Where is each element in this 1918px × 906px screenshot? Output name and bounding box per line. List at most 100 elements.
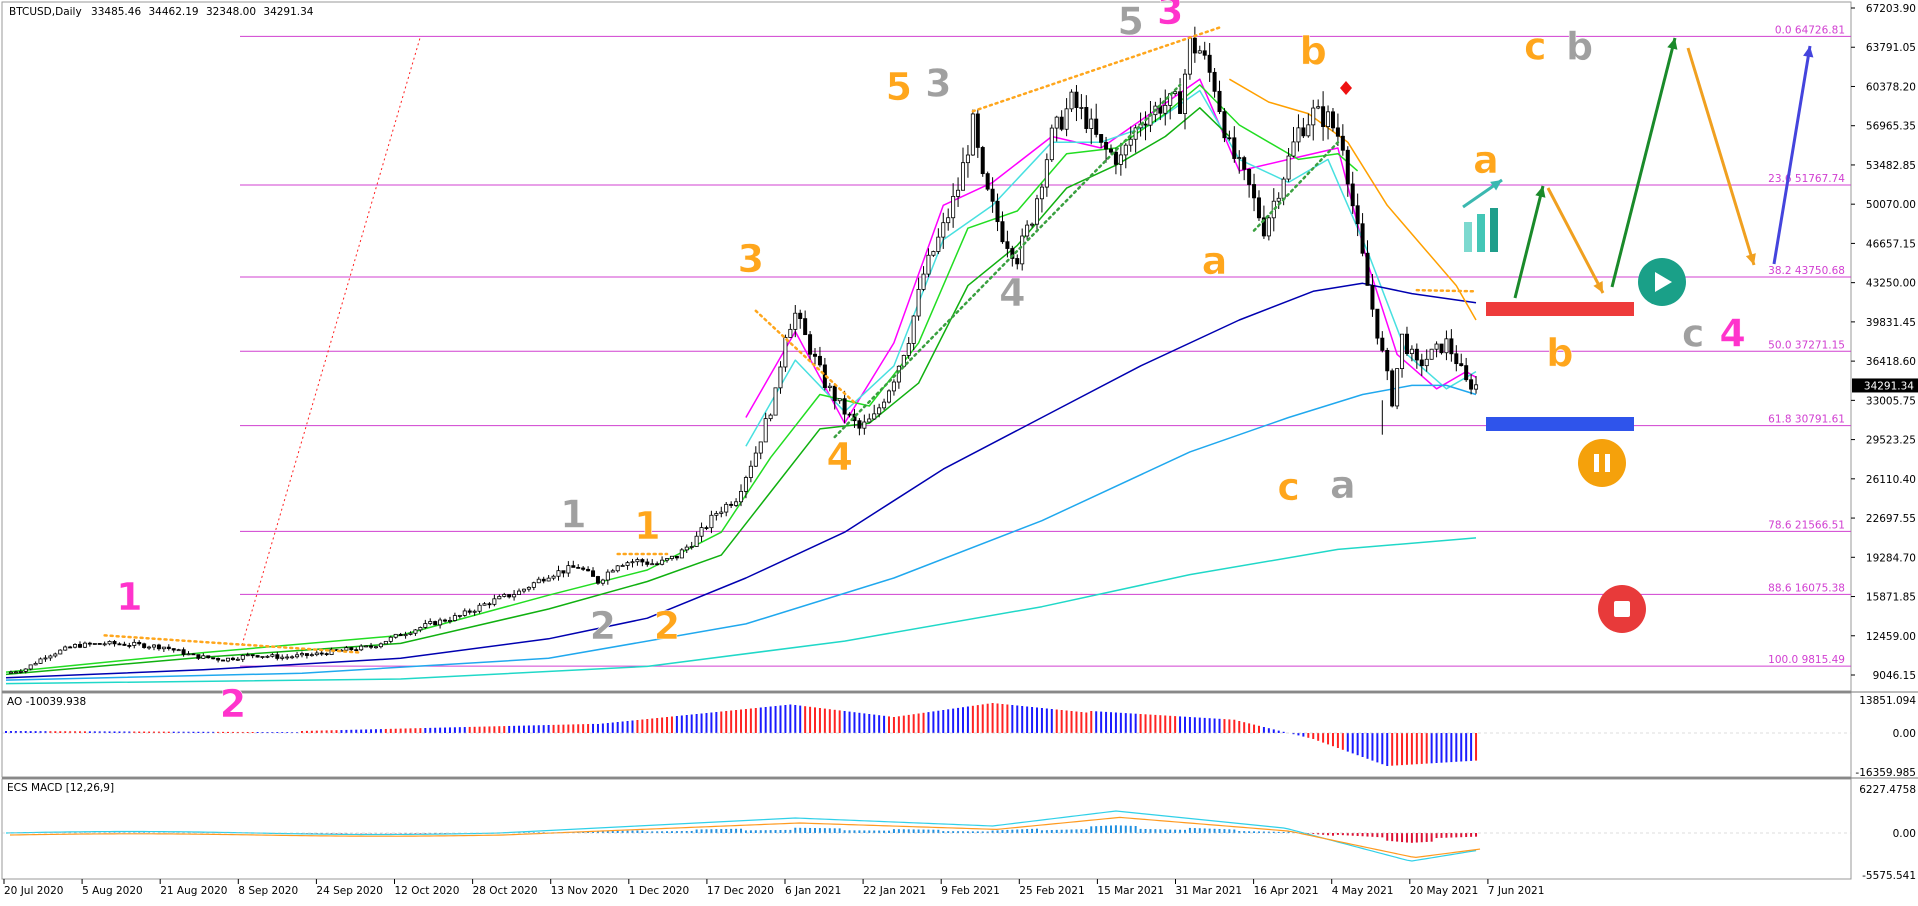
candle-body	[92, 643, 97, 645]
candle-body	[891, 381, 896, 392]
candle-body	[837, 398, 842, 402]
candle-body	[1123, 144, 1128, 156]
candle-body	[1113, 151, 1118, 165]
price-tick-label: 63791.05	[1866, 42, 1916, 54]
time-tick-label: 21 Aug 2020	[160, 885, 227, 897]
candle-body	[304, 653, 309, 656]
candle-body	[517, 590, 522, 595]
time-tick-label: 15 Mar 2021	[1097, 885, 1164, 897]
ao-histogram	[2, 703, 1851, 766]
candle-body	[1311, 107, 1316, 126]
candle-body	[1464, 365, 1469, 381]
wave-label: b	[1300, 29, 1327, 73]
candle-body	[689, 546, 694, 548]
price-tick-label: 50070.00	[1866, 199, 1916, 211]
candle-body	[1178, 91, 1183, 114]
candle-body	[452, 615, 457, 621]
candle-body	[827, 385, 832, 388]
candle-body	[472, 610, 477, 613]
header-high: 34462.19	[148, 6, 198, 18]
candle-body	[1454, 353, 1459, 365]
time-tick-label: 1 Dec 2020	[629, 885, 689, 897]
candle-body	[1429, 348, 1434, 360]
trendline	[1252, 140, 1340, 232]
candle-body	[1079, 107, 1084, 109]
wave-label: b	[1566, 25, 1593, 69]
candle-body	[1108, 148, 1113, 153]
wave-label: c	[1277, 465, 1300, 509]
macd-tick-label: 0.00	[1893, 828, 1916, 840]
ao-panel[interactable]	[1, 692, 1852, 778]
candle-body	[255, 655, 260, 658]
candle-body	[467, 610, 472, 613]
candle-body	[867, 418, 872, 423]
candle-body	[1321, 106, 1326, 127]
macd-panel[interactable]	[1, 778, 1852, 880]
main-price-panel[interactable]	[1, 1, 1852, 692]
candle-body	[773, 387, 778, 416]
candle-body	[1345, 149, 1350, 185]
candle-body	[1069, 91, 1074, 110]
candle-body	[729, 503, 734, 506]
candle-body	[156, 644, 161, 650]
candle-body	[931, 251, 936, 256]
candle-body	[344, 647, 349, 651]
candle-body	[1182, 73, 1187, 114]
candle-body	[748, 465, 753, 478]
fib-label: 50.0 37271.15	[1768, 339, 1845, 351]
candle-body	[97, 643, 102, 645]
price-tick-label: 67203.90	[1866, 3, 1916, 15]
candle-body	[684, 546, 689, 551]
candle-body	[295, 654, 300, 658]
candle-body	[383, 640, 388, 645]
candle-body	[512, 594, 517, 598]
candle-body	[38, 658, 43, 664]
candle-body	[201, 655, 206, 659]
support-zone	[1486, 417, 1634, 431]
candle-body	[324, 653, 329, 656]
candle-body	[1256, 197, 1261, 219]
candle-body	[1173, 91, 1178, 95]
candle-body	[206, 655, 211, 659]
forecast-arrow-down-head	[1593, 281, 1603, 293]
candle-body	[176, 649, 181, 652]
candle-body	[1207, 54, 1212, 73]
candle-body	[77, 644, 82, 648]
candle-body	[576, 566, 581, 569]
candle-body	[1025, 224, 1030, 237]
candle-body	[926, 254, 931, 275]
trendline	[971, 26, 1221, 113]
candle-body	[778, 366, 783, 389]
candle-body	[1370, 285, 1375, 310]
candle-body	[48, 655, 53, 659]
wave-label: 4	[1719, 311, 1745, 355]
candle-body	[364, 645, 369, 648]
candle-body	[817, 355, 822, 366]
candle-body	[610, 570, 615, 573]
candle-body	[995, 200, 1000, 223]
candle-body	[1291, 141, 1296, 157]
candle-body	[1104, 141, 1109, 150]
wave-label: 5	[1117, 0, 1143, 43]
candle-body	[354, 649, 359, 652]
symbol-name: BTCUSD,Daily	[9, 6, 82, 18]
price-tick-label: 36418.60	[1866, 356, 1916, 368]
candle-body	[531, 582, 536, 588]
macd-label: ECS MACD [12,26,9]	[7, 782, 114, 794]
candle-body	[1039, 186, 1044, 200]
candle-body	[650, 563, 655, 566]
pause-button[interactable]	[1578, 439, 1626, 487]
candle-body	[1434, 343, 1439, 350]
price-tick-label: 15871.85	[1866, 592, 1916, 604]
candle-body	[951, 195, 956, 219]
candle-body	[171, 648, 176, 651]
candle-body	[763, 418, 768, 443]
candle-body	[1247, 168, 1252, 185]
candle-body	[151, 644, 156, 648]
candle-body	[132, 641, 137, 646]
candle-body	[418, 627, 423, 631]
candle-body	[492, 598, 497, 605]
candle-body	[290, 656, 295, 659]
candle-body	[309, 654, 314, 657]
candle-body	[112, 641, 117, 645]
